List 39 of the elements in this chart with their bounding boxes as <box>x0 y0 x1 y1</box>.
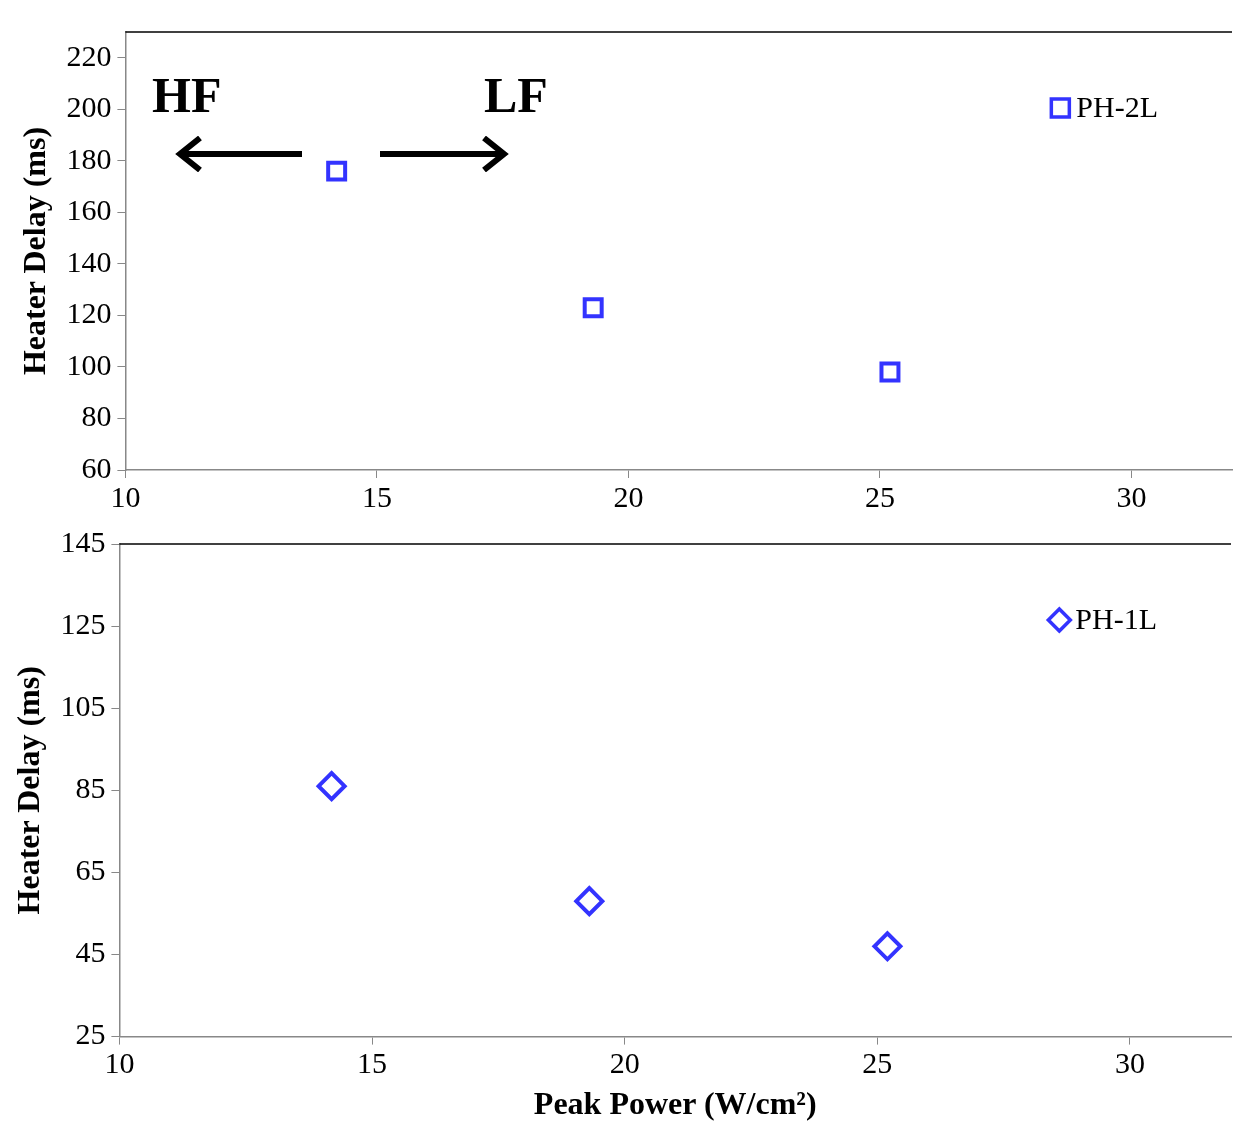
legend-label: PH-2L <box>1076 89 1159 123</box>
y-tick-label: 65 <box>75 853 106 887</box>
x-tick-label: 15 <box>361 479 392 513</box>
y-tick-label: 180 <box>66 141 112 175</box>
x-tick-label: 10 <box>110 479 141 513</box>
y-tick-label: 25 <box>75 1017 106 1051</box>
x-tick-label: 25 <box>862 1046 893 1080</box>
legend-label: PH-1L <box>1075 601 1158 635</box>
point <box>872 931 903 962</box>
annotation: LF <box>484 66 548 124</box>
x-tick-label: 10 <box>104 1046 135 1080</box>
y-axis-title: Heater Delay (ms) <box>16 126 53 376</box>
y-tick-label: 145 <box>60 524 106 558</box>
x-tick-label: 25 <box>864 479 895 513</box>
y-tick-label: 100 <box>66 347 112 381</box>
y-tick-label: 45 <box>75 935 106 969</box>
y-tick-label: 85 <box>75 771 106 805</box>
y-tick-label: 160 <box>66 193 112 227</box>
x-tick-label: 20 <box>613 479 644 513</box>
y-tick-label: 60 <box>81 450 112 484</box>
y-tick-label: 80 <box>81 399 112 433</box>
y-tick-label: 125 <box>60 606 106 640</box>
point <box>574 886 605 917</box>
point <box>326 160 348 182</box>
y-tick-label: 200 <box>66 90 112 124</box>
y-tick-label: 140 <box>66 244 112 278</box>
point <box>879 361 901 383</box>
point <box>316 771 347 802</box>
x-tick-label: 20 <box>609 1046 640 1080</box>
x-tick-label: 15 <box>357 1046 388 1080</box>
y-tick-label: 120 <box>66 296 112 330</box>
point <box>582 297 604 319</box>
x-axis-title: Peak Power (W/cm²) <box>533 1085 817 1122</box>
x-tick-label: 30 <box>1116 479 1147 513</box>
y-tick-label: 105 <box>60 689 106 723</box>
y-axis-title: Heater Delay (ms) <box>10 666 47 915</box>
annotation: HF <box>152 66 222 124</box>
x-tick-label: 30 <box>1114 1046 1145 1080</box>
y-tick-label: 220 <box>66 38 112 72</box>
